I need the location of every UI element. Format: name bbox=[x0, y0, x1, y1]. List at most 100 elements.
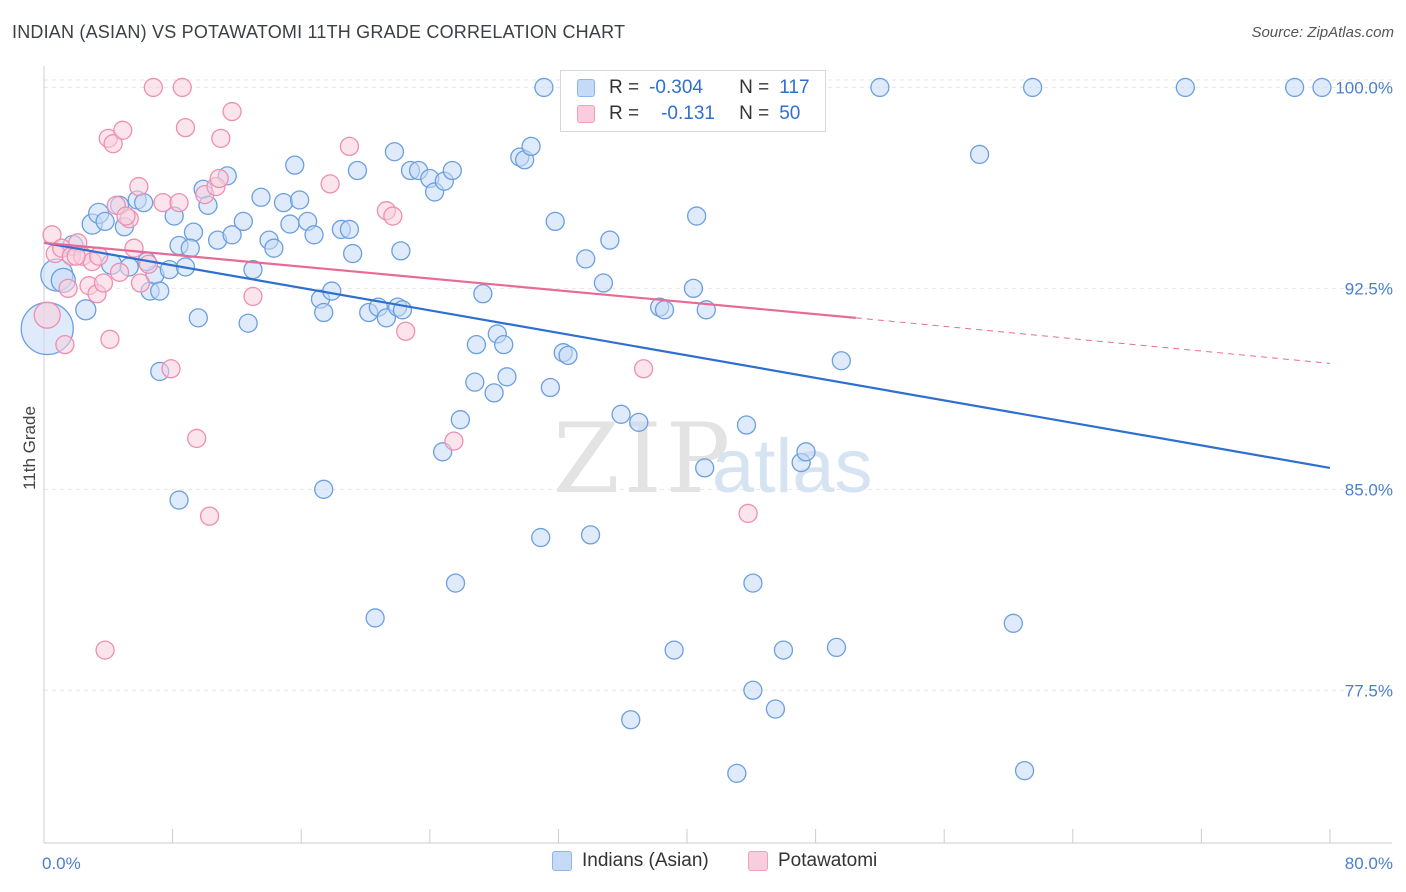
data-point bbox=[153, 192, 173, 213]
data-point bbox=[116, 206, 136, 226]
data-point bbox=[831, 351, 851, 371]
data-point bbox=[161, 359, 181, 379]
data-point bbox=[969, 144, 990, 165]
data-point bbox=[870, 77, 890, 98]
data-point bbox=[103, 134, 123, 154]
data-point bbox=[172, 77, 192, 98]
data-point bbox=[1284, 77, 1305, 98]
legend-label-potawatomi: Potawatomi bbox=[778, 850, 878, 871]
legend-swatch-blue bbox=[552, 851, 572, 871]
n-label: N = bbox=[739, 77, 770, 98]
legend-item-indians[interactable]: Indians (Asian) bbox=[552, 850, 709, 872]
data-point bbox=[347, 160, 368, 181]
grid-lines bbox=[44, 79, 1392, 691]
data-point bbox=[314, 479, 334, 499]
data-point bbox=[243, 286, 263, 307]
data-point bbox=[33, 301, 61, 329]
y-tick-labels: 100.0% 92.5% 85.0% 77.5% bbox=[1335, 78, 1393, 700]
data-point bbox=[1312, 77, 1332, 98]
data-point bbox=[1003, 613, 1023, 633]
y-tick-label: 85.0% bbox=[1345, 480, 1393, 499]
data-point bbox=[629, 412, 649, 432]
data-point bbox=[66, 246, 86, 266]
data-point bbox=[473, 284, 493, 304]
data-point bbox=[93, 273, 114, 293]
data-point bbox=[445, 573, 466, 593]
data-point bbox=[251, 187, 271, 207]
x-tick-label: 80.0% bbox=[1345, 854, 1393, 873]
data-point bbox=[95, 211, 115, 232]
data-point bbox=[169, 490, 189, 510]
data-point bbox=[339, 219, 360, 240]
data-point bbox=[736, 415, 757, 435]
r-label: R = bbox=[609, 77, 640, 98]
data-point bbox=[280, 214, 300, 234]
data-point bbox=[55, 334, 75, 355]
legend-label-indians: Indians (Asian) bbox=[582, 850, 709, 871]
data-point bbox=[264, 238, 284, 258]
data-point bbox=[180, 238, 200, 258]
legend-swatch-blue bbox=[577, 79, 595, 97]
data-point bbox=[600, 230, 620, 250]
axes bbox=[43, 66, 1392, 844]
n-value-potawatomi: 50 bbox=[779, 103, 801, 124]
data-point bbox=[664, 640, 684, 660]
trend-lines bbox=[43, 241, 1331, 469]
r-label: R = bbox=[609, 103, 640, 124]
data-point bbox=[765, 699, 786, 719]
source-label: Source: ZipAtlas.com bbox=[1251, 24, 1394, 41]
data-point bbox=[304, 225, 324, 245]
data-point bbox=[611, 404, 631, 424]
data-point bbox=[222, 225, 242, 245]
legend-swatch-pink bbox=[748, 851, 768, 871]
y-tick-label: 77.5% bbox=[1345, 681, 1393, 700]
data-point bbox=[1022, 77, 1043, 98]
r-value-indians: -0.304 bbox=[649, 77, 703, 98]
data-point bbox=[188, 308, 208, 328]
data-point bbox=[143, 77, 163, 98]
data-point bbox=[593, 273, 614, 293]
data-point bbox=[1175, 77, 1195, 98]
data-point bbox=[233, 211, 253, 232]
x-tick-label: 0.0% bbox=[42, 854, 81, 873]
data-point bbox=[383, 206, 403, 226]
data-point bbox=[743, 680, 763, 700]
data-point bbox=[686, 206, 707, 226]
r-value-potawatomi: -0.131 bbox=[661, 103, 715, 124]
data-point bbox=[396, 321, 416, 341]
data-point bbox=[199, 506, 220, 526]
data-point bbox=[129, 176, 149, 197]
data-point bbox=[391, 241, 411, 261]
chart-title: INDIAN (ASIAN) VS POTAWATOMI 11TH GRADE … bbox=[12, 22, 626, 42]
x-tick-labels: 0.0% 80.0% bbox=[42, 854, 1393, 873]
data-point bbox=[109, 262, 130, 282]
data-point bbox=[773, 640, 794, 660]
data-point bbox=[531, 527, 551, 548]
data-point bbox=[211, 128, 231, 148]
n-value-indians: 117 bbox=[779, 77, 810, 98]
data-point bbox=[621, 710, 641, 730]
data-point bbox=[743, 573, 763, 593]
n-label: N = bbox=[739, 103, 770, 124]
stats-legend-row-indians: R = -0.304 N = 117 bbox=[577, 75, 810, 101]
trend-line-potawatomi bbox=[43, 241, 856, 319]
data-point bbox=[727, 763, 747, 783]
series-legend: Indians (Asian) Potawatomi bbox=[0, 850, 1406, 880]
data-point bbox=[138, 254, 159, 274]
y-tick-label: 100.0% bbox=[1335, 78, 1393, 97]
data-point bbox=[442, 160, 462, 181]
data-point bbox=[339, 136, 360, 157]
y-axis-label: 11th Grade bbox=[20, 406, 39, 490]
data-point bbox=[342, 243, 363, 264]
data-point bbox=[320, 174, 340, 194]
data-point bbox=[580, 525, 601, 545]
data-point bbox=[169, 192, 189, 213]
data-point bbox=[545, 211, 565, 232]
trend-line-potawatomi-extension bbox=[855, 317, 1331, 364]
stats-legend: R = -0.304 N = 117 R = -0.131 N = 50 bbox=[560, 70, 826, 132]
y-tick-label: 92.5% bbox=[1345, 279, 1393, 298]
data-point bbox=[124, 238, 144, 258]
data-point bbox=[654, 300, 675, 320]
legend-item-potawatomi[interactable]: Potawatomi bbox=[748, 850, 877, 872]
